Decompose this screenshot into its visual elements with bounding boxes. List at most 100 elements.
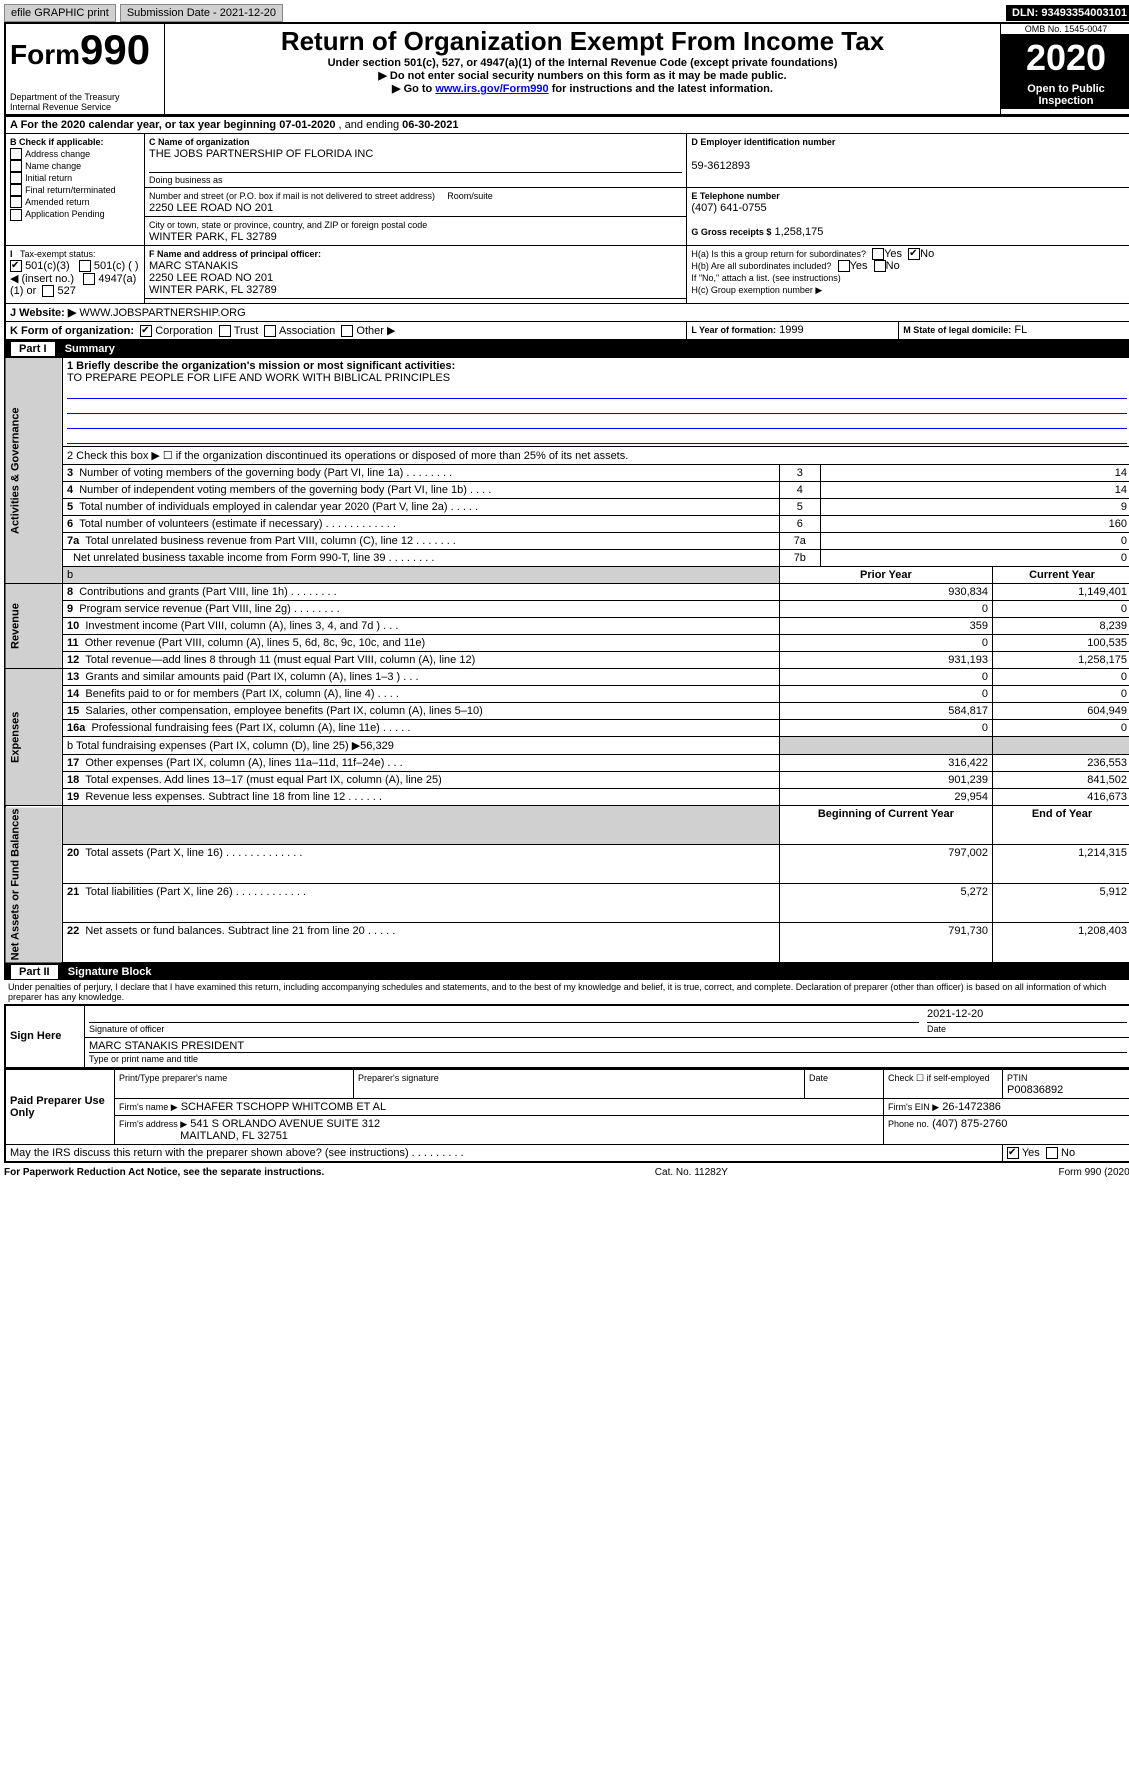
submission-date[interactable]: Submission Date - 2021-12-20 <box>120 4 283 22</box>
form-title: Return of Organization Exempt From Incom… <box>169 26 996 57</box>
form990-link[interactable]: www.irs.gov/Form990 <box>435 83 548 95</box>
line10-prior: 359 <box>779 618 992 635</box>
year-formation-label: L Year of formation: <box>691 325 776 335</box>
current-year-hdr: Current Year <box>993 567 1129 584</box>
chk-trust[interactable] <box>219 325 231 337</box>
address: 2250 LEE ROAD NO 201 <box>149 202 273 214</box>
city-label: City or town, state or province, country… <box>149 220 427 230</box>
line13-prior: 0 <box>779 669 992 686</box>
topbar: efile GRAPHIC print Submission Date - 20… <box>4 4 1129 22</box>
state-domicile-label: M State of legal domicile: <box>903 325 1011 335</box>
line8-prior: 930,834 <box>779 584 992 601</box>
lbl-initial-return: Initial return <box>25 173 72 183</box>
chk-discuss-no[interactable] <box>1046 1147 1058 1159</box>
chk-discuss-yes[interactable] <box>1007 1147 1019 1159</box>
chk-sub-yes[interactable] <box>838 260 850 272</box>
line10-label: 10 Investment income (Part VIII, column … <box>63 618 780 635</box>
sig-officer-label: Signature of officer <box>89 1024 164 1034</box>
begin-year-hdr: Beginning of Current Year <box>779 806 992 845</box>
lbl-name-change: Name change <box>25 161 81 171</box>
line17-prior: 316,422 <box>779 755 992 772</box>
line11-label: 11 Other revenue (Part VIII, column (A),… <box>63 635 780 652</box>
line21-label: 21 Total liabilities (Part X, line 26) .… <box>63 884 780 923</box>
line4-val: 14 <box>820 482 1129 499</box>
mission-blank-lines <box>67 384 1127 444</box>
officer-label: F Name and address of principal officer: <box>149 249 321 259</box>
officer-name: MARC STANAKIS <box>149 260 238 272</box>
line8-curr: 1,149,401 <box>993 584 1129 601</box>
lbl-discuss-yes: Yes <box>1022 1147 1040 1159</box>
chk-initial-return[interactable] <box>10 172 22 184</box>
line14-label: 14 Benefits paid to or for members (Part… <box>63 686 780 703</box>
officer-addr2: WINTER PARK, FL 32789 <box>149 284 277 296</box>
line10-curr: 8,239 <box>993 618 1129 635</box>
tax-year-label: A For the 2020 calendar year, or tax yea… <box>10 119 279 131</box>
line7b-label: Net unrelated business taxable income fr… <box>63 550 780 567</box>
ha-label: H(a) Is this a group return for subordin… <box>691 249 866 259</box>
hb2-label: If "No," attach a list. (see instruction… <box>691 273 840 283</box>
chk-corp[interactable] <box>140 325 152 337</box>
line19-curr: 416,673 <box>993 789 1129 806</box>
chk-4947[interactable] <box>83 273 95 285</box>
chk-amended-return[interactable] <box>10 196 22 208</box>
chk-sub-no[interactable] <box>874 260 886 272</box>
line3-box: 3 <box>779 465 820 482</box>
line4-box: 4 <box>779 482 820 499</box>
chk-final-return[interactable] <box>10 184 22 196</box>
form-number: 990 <box>80 26 150 73</box>
line15-curr: 604,949 <box>993 703 1129 720</box>
dept-irs: Internal Revenue Service <box>10 102 160 112</box>
form-subtitle1: Under section 501(c), 527, or 4947(a)(1)… <box>169 57 996 69</box>
part2-title: Signature Block <box>68 966 152 978</box>
form-990-label: Form990 <box>10 39 150 70</box>
chk-application-pending[interactable] <box>10 209 22 221</box>
line20-label: 20 Total assets (Part X, line 16) . . . … <box>63 845 780 884</box>
form-prefix: Form <box>10 39 80 70</box>
line9-curr: 0 <box>993 601 1129 618</box>
state-domicile: FL <box>1014 324 1027 336</box>
firm-name: SCHAFER TSCHOPP WHITCOMB ET AL <box>181 1101 386 1113</box>
prep-name-label: Print/Type preparer's name <box>119 1073 227 1083</box>
net-blank <box>63 806 780 845</box>
line9-prior: 0 <box>779 601 992 618</box>
line21-curr: 5,912 <box>993 884 1129 923</box>
chk-501c3[interactable] <box>10 260 22 272</box>
line14-prior: 0 <box>779 686 992 703</box>
ptin-label: PTIN <box>1007 1073 1028 1083</box>
ein-label: D Employer identification number <box>691 137 835 147</box>
lbl-address-change: Address change <box>25 149 90 159</box>
chk-group-no[interactable] <box>908 248 920 260</box>
lbl-yes2: Yes <box>850 260 868 272</box>
chk-name-change[interactable] <box>10 160 22 172</box>
lbl-application-pending: Application Pending <box>25 209 105 219</box>
line8-label: 8 Contributions and grants (Part VIII, l… <box>63 584 780 601</box>
chk-address-change[interactable] <box>10 148 22 160</box>
prior-year-hdr: Prior Year <box>779 567 992 584</box>
perjury-statement: Under penalties of perjury, I declare th… <box>4 980 1129 1004</box>
line13-curr: 0 <box>993 669 1129 686</box>
line12-label: 12 Total revenue—add lines 8 through 11 … <box>63 652 780 669</box>
chk-assoc[interactable] <box>264 325 276 337</box>
firm-addr-label: Firm's address ▶ <box>119 1119 187 1129</box>
website: WWW.JOBSPARTNERSHIP.ORG <box>79 307 245 319</box>
part1-title: Summary <box>65 343 115 355</box>
side-expenses: Expenses <box>5 669 63 806</box>
lbl-discuss-no: No <box>1061 1147 1075 1159</box>
chk-group-yes[interactable] <box>872 248 884 260</box>
officer-addr1: 2250 LEE ROAD NO 201 <box>149 272 273 284</box>
firm-phone: (407) 875-2760 <box>932 1118 1007 1130</box>
line16b-prior <box>779 737 992 755</box>
dept-treasury: Department of the Treasury <box>10 92 160 102</box>
chk-501c[interactable] <box>79 260 91 272</box>
phone: (407) 641-0755 <box>691 202 766 214</box>
tax-year-mid: , and ending <box>339 119 403 131</box>
line22-label: 22 Net assets or fund balances. Subtract… <box>63 923 780 963</box>
firm-ein-label: Firm's EIN ▶ <box>888 1102 939 1112</box>
chk-other[interactable] <box>341 325 353 337</box>
check-self-label: Check ☐ if self-employed <box>888 1073 990 1083</box>
form-org-label: K Form of organization: <box>10 325 134 337</box>
dln-number: DLN: 93493354003101 <box>1006 5 1129 21</box>
chk-527[interactable] <box>42 285 54 297</box>
efile-graphic-print[interactable]: efile GRAPHIC print <box>4 4 116 22</box>
prep-date-label: Date <box>809 1073 828 1083</box>
